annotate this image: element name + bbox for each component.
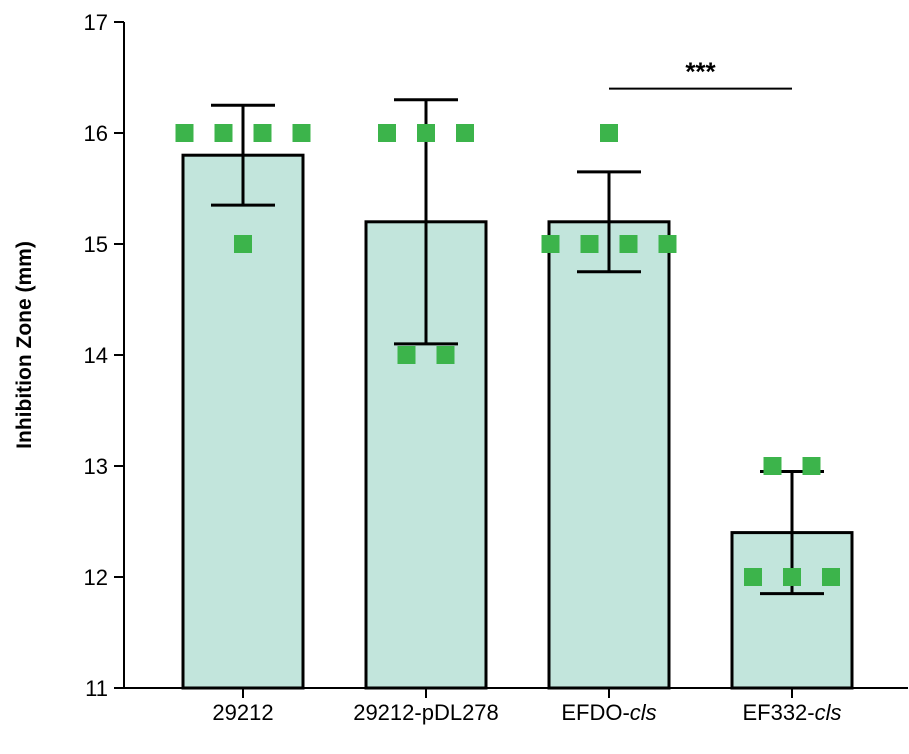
y-tick-label: 12	[84, 565, 108, 590]
data-point	[292, 124, 311, 142]
significance-layer: ***	[609, 57, 792, 90]
y-tick-label: 14	[84, 343, 108, 368]
y-tick-label: 13	[84, 454, 108, 479]
data-point	[783, 568, 801, 586]
data-point	[802, 457, 821, 475]
x-tick-label: 29212	[212, 700, 273, 725]
data-point	[580, 235, 599, 253]
bars-layer	[181, 153, 854, 690]
data-point	[763, 457, 782, 475]
data-point	[619, 235, 638, 253]
ticks-layer: 11 12 13 14 15 16 17 29212 29212-pDL278 EFDO-cls E…	[84, 10, 842, 725]
data-point	[378, 124, 396, 142]
x-tick-label: 29212-pDL278	[353, 700, 499, 725]
data-point	[744, 568, 762, 586]
data-point	[234, 235, 252, 253]
data-point	[397, 346, 416, 364]
y-tick-label: 17	[84, 10, 108, 35]
data-point	[541, 235, 560, 253]
data-point	[658, 235, 677, 253]
y-axis-title: Inhibition Zone (mm)	[13, 241, 36, 449]
data-points-layer	[175, 124, 840, 586]
data-point	[214, 124, 233, 142]
data-point	[175, 124, 194, 142]
significance-label: ***	[685, 57, 716, 87]
bar	[547, 220, 671, 690]
y-tick-label: 15	[84, 232, 108, 257]
data-point	[822, 568, 840, 586]
data-point	[436, 346, 455, 364]
data-point	[456, 124, 474, 142]
data-point	[417, 124, 435, 142]
y-tick-label: 11	[85, 676, 108, 701]
data-point	[253, 124, 272, 142]
data-point	[600, 124, 618, 142]
x-tick-label: EF332-cls	[742, 700, 841, 725]
x-tick-label: EFDO-cls	[561, 700, 656, 725]
y-tick-label: 16	[84, 121, 108, 146]
